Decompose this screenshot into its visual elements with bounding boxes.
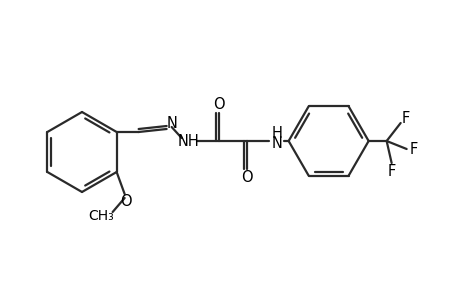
Text: F: F [401,110,409,125]
Text: H: H [271,125,281,140]
Text: F: F [409,142,417,157]
Text: CH₃: CH₃ [88,209,113,223]
Text: O: O [241,170,252,185]
Text: N: N [166,116,177,130]
Text: O: O [213,97,224,112]
Text: N: N [271,136,281,151]
Text: F: F [386,164,395,178]
Text: NH: NH [177,134,199,148]
Text: O: O [119,194,131,209]
